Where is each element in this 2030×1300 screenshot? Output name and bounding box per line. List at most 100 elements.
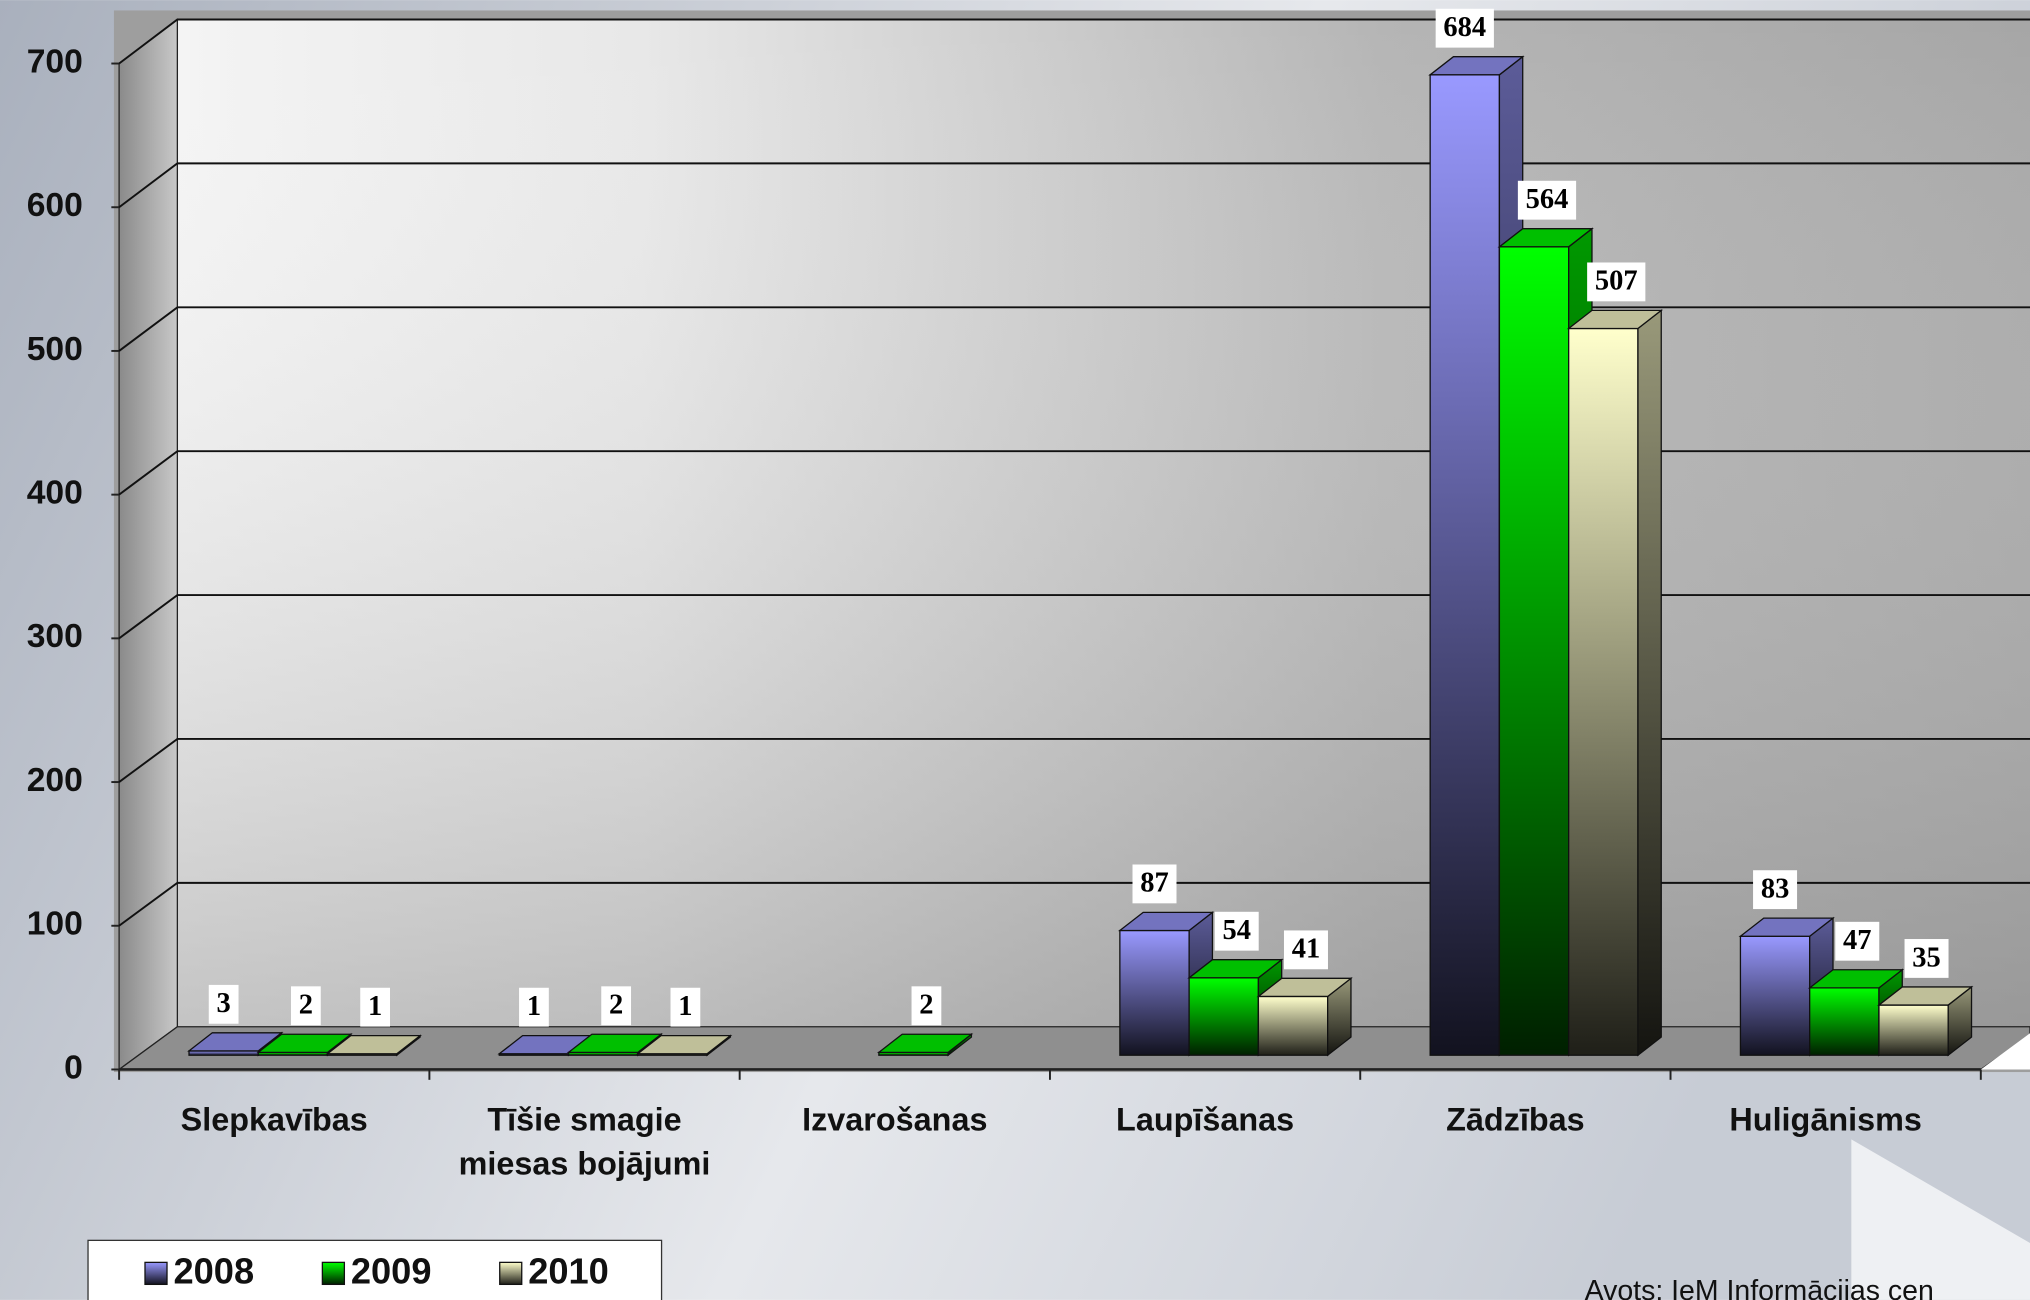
- data-label-box: [1132, 864, 1177, 904]
- x-tick-label: Laupīšanas: [1116, 1101, 1295, 1139]
- grid-line: [118, 306, 2030, 352]
- bar-top: [1807, 969, 1905, 989]
- data-label-box: [1283, 930, 1328, 970]
- x-tick-label-box: Slepkavības: [180, 1101, 368, 1139]
- y-tick-label: 500: [27, 331, 83, 368]
- y-tick-label: 600: [27, 187, 83, 224]
- bar-front: [1568, 327, 1639, 1056]
- bar: [876, 1032, 974, 1057]
- data-label-box: [1835, 921, 1880, 961]
- data-label-box: [601, 986, 632, 1026]
- legend-swatch: [144, 1261, 168, 1286]
- data-label: 47: [1843, 925, 1871, 956]
- data-label: 684: [1443, 12, 1486, 43]
- data-label: 87: [1140, 868, 1168, 899]
- data-label: 35: [1912, 942, 1940, 973]
- x-tick-label: Slepkavības: [180, 1101, 368, 1139]
- x-tick-label: Zādzības: [1446, 1101, 1585, 1139]
- data-label-box: [360, 987, 391, 1027]
- bar-front: [1119, 929, 1190, 1056]
- y-tick-label: 700: [27, 43, 83, 80]
- data-label: 2: [919, 990, 933, 1021]
- grid-line: [118, 18, 2030, 65]
- data-label-box: [911, 986, 942, 1026]
- legend-label: 2008: [173, 1251, 254, 1292]
- bar: [1566, 309, 1664, 1057]
- grid-line: [118, 881, 2030, 927]
- data-label-box: [1214, 911, 1259, 951]
- bar-top: [256, 1033, 353, 1054]
- y-tick-label: 100: [27, 906, 83, 943]
- bar-top: [1877, 986, 1974, 1006]
- x-tick-label-box: Laupīšanas: [1116, 1101, 1295, 1139]
- bar-front: [1739, 935, 1811, 1056]
- grid-line: [118, 450, 2030, 496]
- data-label-box: [1587, 262, 1646, 302]
- bar-front: [1429, 74, 1501, 1056]
- floor-corner: [1980, 1033, 2030, 1070]
- bar: [325, 1034, 422, 1057]
- bar-top: [876, 1033, 974, 1054]
- source: Avots: IeM Informācijas cen: [1585, 1275, 1934, 1300]
- y-tick-label: 300: [27, 618, 83, 655]
- data-label-box: [208, 984, 239, 1024]
- data-label: 564: [1526, 184, 1569, 215]
- bar: [1256, 977, 1353, 1057]
- bar-top: [1428, 56, 1525, 76]
- bar-top: [635, 1035, 733, 1055]
- y-tick-label: 400: [27, 475, 83, 512]
- grid-line: [118, 737, 2030, 783]
- bar-top: [1497, 228, 1594, 248]
- data-label: 83: [1761, 873, 1789, 904]
- bar-top: [187, 1032, 284, 1052]
- bar-top: [566, 1033, 664, 1054]
- grid-line: [118, 162, 2030, 209]
- data-label: 2: [609, 990, 623, 1021]
- data-label-box: [290, 986, 321, 1026]
- bar: [1877, 985, 1974, 1057]
- x-tick-label-box: Zādzības: [1446, 1101, 1585, 1139]
- x-tick-label: Huligānisms: [1729, 1101, 1922, 1139]
- data-label-box: [1753, 870, 1798, 910]
- x-tick-label-box: Tīšie smagie miesas bojājumi: [458, 1101, 711, 1183]
- data-label-box: [1904, 939, 1949, 978]
- data-label-box: [1435, 8, 1494, 48]
- data-label: 41: [1292, 934, 1320, 965]
- legend-swatch: [321, 1261, 346, 1286]
- bar-front: [1878, 1004, 1949, 1056]
- bar-front: [1498, 246, 1570, 1056]
- bg-shape: [1851, 1139, 2030, 1300]
- data-label: 1: [527, 991, 541, 1022]
- bar-top: [1256, 977, 1353, 998]
- x-tick-label-box: Izvarošanas: [802, 1101, 988, 1139]
- bar-top: [1187, 959, 1284, 979]
- bar-side: [1637, 309, 1662, 1057]
- bar-front: [1257, 995, 1329, 1056]
- data-label-box: [1517, 180, 1577, 220]
- data-label: 3: [217, 988, 231, 1019]
- bar: [635, 1034, 733, 1057]
- x-tick-label-box: Huligānisms: [1729, 1101, 1922, 1139]
- x-tick-label: Izvarošanas: [802, 1101, 988, 1139]
- bar-top: [1738, 917, 1835, 937]
- data-label-box: [670, 987, 701, 1027]
- bar-top: [1566, 309, 1664, 330]
- data-label: 507: [1595, 266, 1638, 297]
- data-label: 1: [678, 991, 692, 1022]
- bar-front: [1809, 987, 1880, 1056]
- side-wall: [118, 18, 179, 1071]
- grid-line: [118, 594, 2030, 640]
- back-wall-shade: [177, 19, 2030, 1027]
- legend-label: 2010: [528, 1251, 609, 1292]
- bar-top: [325, 1035, 422, 1055]
- data-label: 1: [368, 991, 382, 1022]
- data-label-box: [519, 987, 549, 1027]
- bar-front: [1188, 977, 1260, 1056]
- legend-box: [87, 1239, 663, 1300]
- data-label: 2: [299, 990, 313, 1021]
- x-tick-label: Tīšie smagie miesas bojājumi: [458, 1101, 711, 1183]
- legend-label: 2009: [351, 1251, 432, 1292]
- y-tick-label: 200: [27, 762, 83, 799]
- data-label: 54: [1222, 915, 1250, 946]
